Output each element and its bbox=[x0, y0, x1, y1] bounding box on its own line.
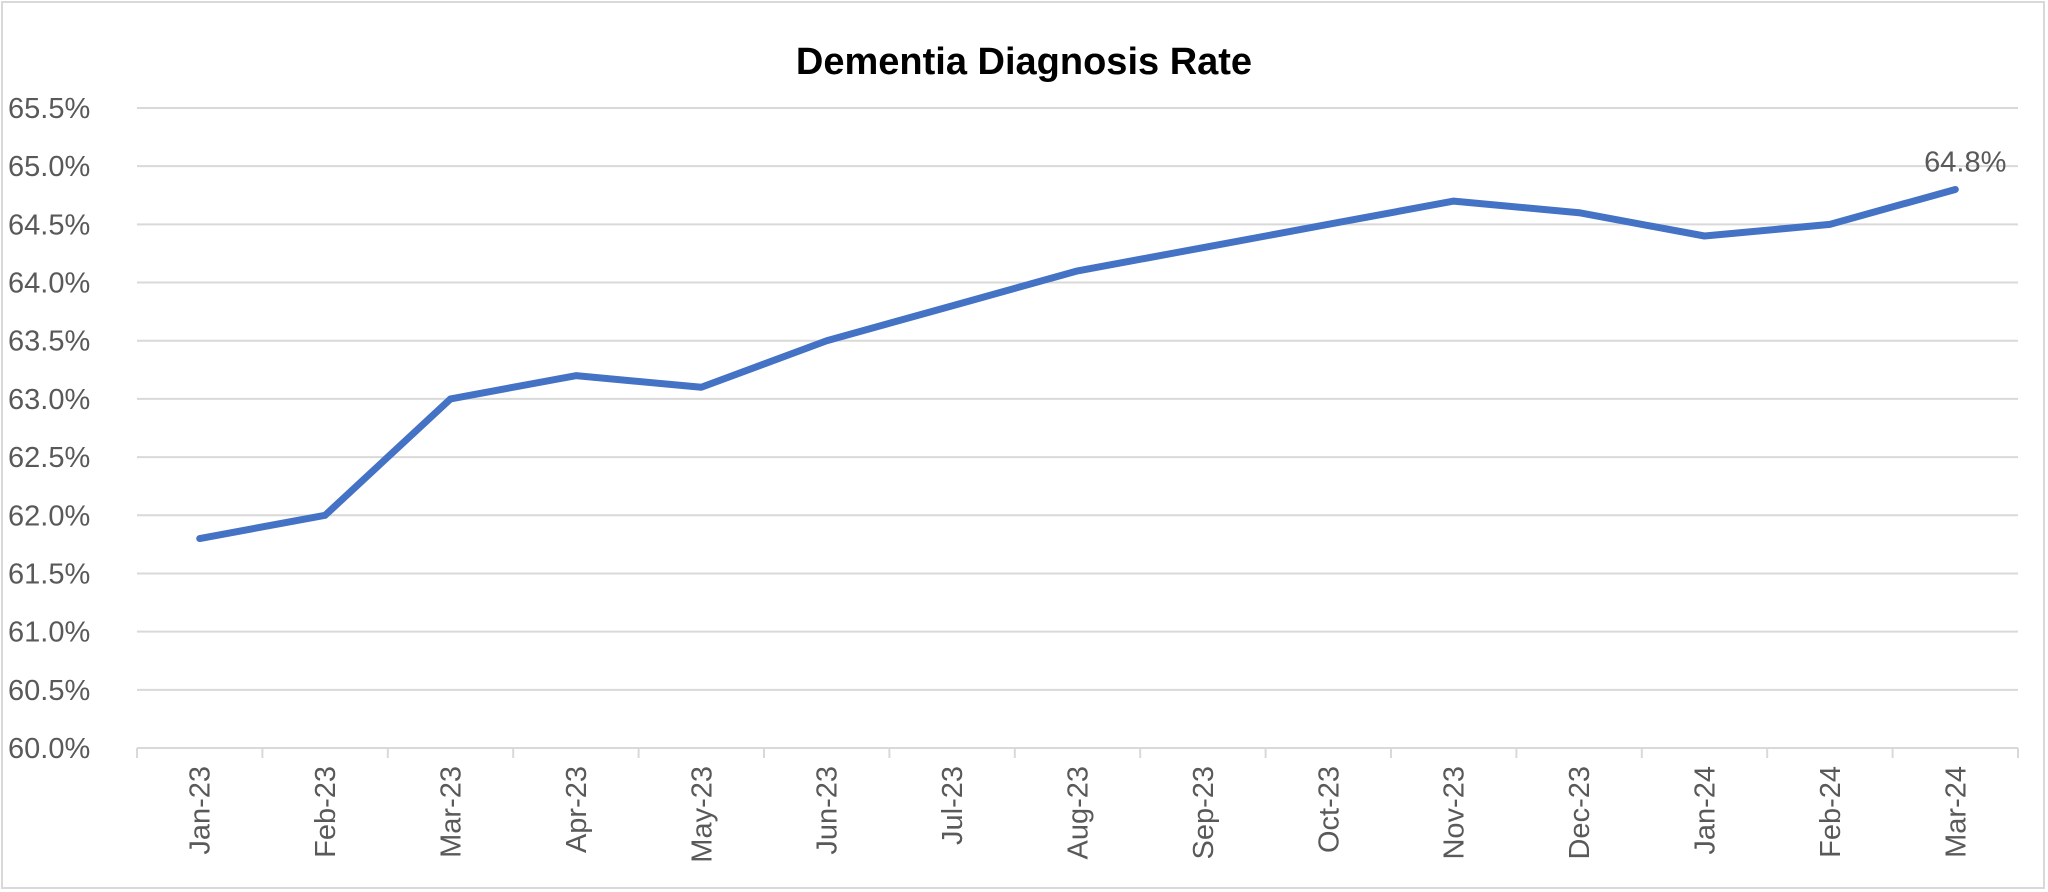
x-axis: Jan-23 Feb-23 Mar-23 Apr-23 May-23 Jun-23 Jul-… bbox=[136, 747, 2019, 863]
y-tick-label: 65.0% bbox=[8, 151, 90, 183]
x-tick-label: Aug-23 bbox=[1063, 766, 1095, 860]
x-tick-label: Mar-24 bbox=[1940, 766, 1972, 858]
x-tick-label: Jun-23 bbox=[812, 766, 844, 855]
y-tick-label: 63.5% bbox=[8, 326, 90, 358]
y-tick-label: 63.0% bbox=[8, 384, 90, 416]
x-tick-label: Jan-23 bbox=[185, 766, 217, 855]
series: 64.8% bbox=[196, 146, 2006, 543]
y-tick-label: 60.5% bbox=[8, 675, 90, 707]
y-tick-label: 61.5% bbox=[8, 558, 90, 590]
x-tick-label: Mar-23 bbox=[436, 766, 468, 858]
x-tick-label: Jul-23 bbox=[937, 766, 969, 845]
x-tick-label: Feb-23 bbox=[310, 766, 342, 858]
data-label: 64.8% bbox=[1924, 146, 2006, 178]
x-tick-label: Nov-23 bbox=[1439, 766, 1471, 860]
y-axis: 60.0% 60.5% 61.0% 61.5% 62.0% 62.5% 63.0% 63.5%… bbox=[8, 93, 90, 765]
x-tick-label: Apr-23 bbox=[561, 766, 593, 853]
x-tick-label: Jan-24 bbox=[1690, 766, 1722, 855]
x-tick-label: May-23 bbox=[686, 766, 718, 863]
x-tick-label: Sep-23 bbox=[1188, 766, 1220, 860]
x-tick-label: Feb-24 bbox=[1815, 766, 1847, 858]
series-line bbox=[196, 185, 1959, 543]
y-tick-label: 61.0% bbox=[8, 617, 90, 649]
y-tick-label: 64.0% bbox=[8, 268, 90, 300]
y-tick-label: 64.5% bbox=[8, 209, 90, 241]
gridlines bbox=[137, 107, 2018, 691]
y-tick-label: 62.0% bbox=[8, 500, 90, 532]
chart-title: Dementia Diagnosis Rate bbox=[796, 41, 1252, 83]
y-tick-label: 60.0% bbox=[8, 733, 90, 765]
x-tick-label: Dec-23 bbox=[1564, 766, 1596, 860]
y-tick-label: 62.5% bbox=[8, 442, 90, 474]
y-tick-label: 65.5% bbox=[8, 93, 90, 125]
x-tick-label: Oct-23 bbox=[1313, 766, 1345, 853]
